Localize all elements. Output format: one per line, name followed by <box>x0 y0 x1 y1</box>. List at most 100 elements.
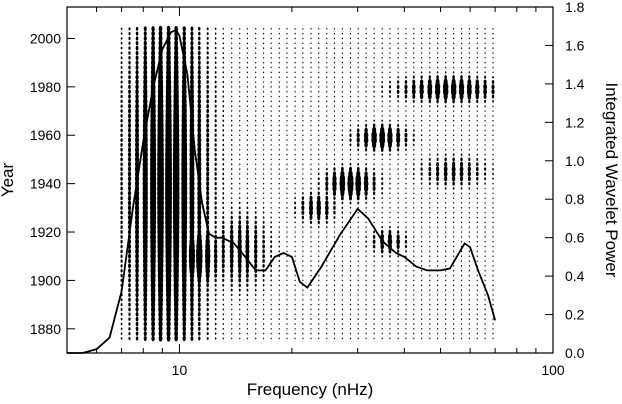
wavelet-dot <box>255 66 257 69</box>
wavelet-dot <box>190 301 194 308</box>
wavelet-dot <box>278 115 280 117</box>
wavelet-dot <box>476 134 478 137</box>
wavelet-dot <box>302 231 304 233</box>
y-left-tick-label: 1980 <box>30 79 61 95</box>
wavelet-dot <box>237 257 242 265</box>
wavelet-dot <box>270 37 272 40</box>
wavelet-dot <box>419 83 424 91</box>
wavelet-dot <box>302 269 304 272</box>
wavelet-dot <box>492 323 494 325</box>
wavelet-dot <box>405 327 407 330</box>
wavelet-dot <box>310 32 312 35</box>
wavelet-dot <box>476 303 478 306</box>
wavelet-dot <box>134 155 140 163</box>
wavelet-dot <box>373 230 376 234</box>
wavelet-dot <box>302 192 304 195</box>
wavelet-dot <box>286 298 288 301</box>
wavelet-dot <box>214 61 217 64</box>
wavelet-dot <box>421 279 423 282</box>
wavelet-dot <box>332 171 337 177</box>
wavelet-dot <box>453 197 455 199</box>
wavelet-dot <box>380 123 384 128</box>
wavelet-dot <box>429 42 431 45</box>
wavelet-dot <box>231 61 233 64</box>
wavelet-dot <box>476 318 478 320</box>
wavelet-dot <box>349 337 352 340</box>
wavelet-dot <box>405 284 407 287</box>
wavelet-dot <box>120 114 123 118</box>
wavelet-dot <box>492 236 494 238</box>
wavelet-dot <box>278 274 280 277</box>
wavelet-dot <box>246 81 249 83</box>
wavelet-dot <box>262 206 265 209</box>
wavelet-dot <box>333 323 336 325</box>
wavelet-dot <box>246 139 249 141</box>
wavelet-dot <box>429 260 431 262</box>
wavelet-dot <box>349 294 352 296</box>
wavelet-dot <box>128 103 131 109</box>
wavelet-dot <box>135 127 140 134</box>
wavelet-dot <box>262 139 265 141</box>
wavelet-dot <box>197 297 201 303</box>
wavelet-dot <box>222 220 225 225</box>
wavelet-dot <box>127 185 132 192</box>
wavelet-dot <box>214 56 217 60</box>
wavelet-dot <box>286 129 288 132</box>
wavelet-dot <box>206 181 210 187</box>
wavelet-dot <box>206 27 209 31</box>
wavelet-dot <box>492 187 494 190</box>
wavelet-dot <box>318 144 320 146</box>
wavelet-dot <box>492 298 494 301</box>
wavelet-dot <box>197 108 202 114</box>
wavelet-dot <box>421 327 423 330</box>
wavelet-dot <box>445 323 447 325</box>
wavelet-dot <box>381 42 383 45</box>
wavelet-dot <box>302 332 304 335</box>
wavelet-dot <box>318 298 320 301</box>
wavelet-dot <box>468 52 470 54</box>
wavelet-dot <box>286 182 288 185</box>
wavelet-dot <box>120 152 123 157</box>
wavelet-dot <box>255 337 257 340</box>
wavelet-dot <box>492 337 494 340</box>
wavelet-dot <box>270 134 272 137</box>
wavelet-dot <box>356 195 360 201</box>
wavelet-dot <box>310 265 312 267</box>
wavelet-dot <box>294 177 296 180</box>
wavelet-dot <box>278 168 280 170</box>
wavelet-dot <box>373 85 375 88</box>
wavelet-dot <box>310 323 312 325</box>
wavelet-dot <box>294 211 297 215</box>
wavelet-dot <box>318 337 320 340</box>
wavelet-dot <box>197 46 201 51</box>
wavelet-dot <box>476 245 478 248</box>
wavelet-dot <box>421 192 423 195</box>
wavelet-dot <box>255 158 257 161</box>
wavelet-dot <box>411 88 416 95</box>
wavelet-dot <box>492 192 494 195</box>
wavelet-dot <box>127 195 132 201</box>
wavelet-dot <box>206 32 209 36</box>
wavelet-dot <box>120 327 123 331</box>
wavelet-dot <box>222 313 224 316</box>
wavelet-dot <box>468 269 470 272</box>
wavelet-dot <box>246 158 249 161</box>
wavelet-dot <box>182 335 186 342</box>
wavelet-dot <box>310 337 312 340</box>
wavelet-dot <box>452 71 455 74</box>
wavelet-dot <box>270 197 272 199</box>
wavelet-dot <box>349 90 352 93</box>
wavelet-dot <box>475 83 480 91</box>
wavelet-dot <box>135 103 139 110</box>
wavelet-dot <box>476 260 478 262</box>
wavelet-dot <box>436 124 439 127</box>
wavelet-dot <box>405 37 407 40</box>
wavelet-dot <box>453 289 455 291</box>
wavelet-dot <box>429 327 431 330</box>
wavelet-dot <box>381 308 383 311</box>
wavelet-dot <box>429 153 431 156</box>
wavelet-dot <box>405 216 407 219</box>
wavelet-dot <box>341 90 343 93</box>
wavelet-dot <box>278 86 280 88</box>
wavelet-dot <box>270 216 272 219</box>
